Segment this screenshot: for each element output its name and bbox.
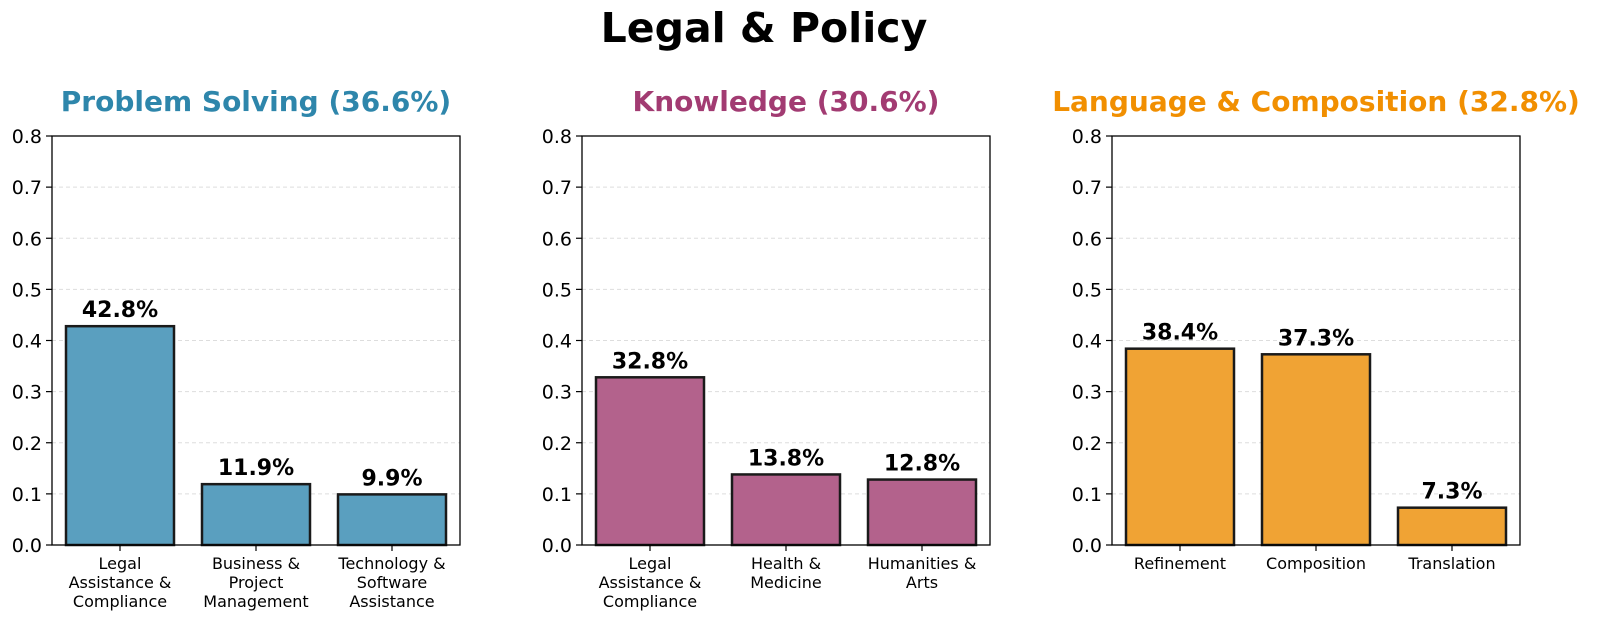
figure-title: Legal & Policy xyxy=(600,4,928,52)
y-tick-label: 0.0 xyxy=(1072,535,1102,557)
bar xyxy=(200,482,312,547)
bar-value-label: 13.8% xyxy=(748,446,824,471)
x-tick-label: Health & Medicine xyxy=(750,554,821,592)
y-tick-label: 0.5 xyxy=(542,279,572,301)
bar xyxy=(730,473,842,547)
axes-frame xyxy=(51,135,461,546)
bar xyxy=(1260,353,1372,547)
bar-value-label: 32.8% xyxy=(612,349,688,374)
panel-title: Language & Composition (32.8%) xyxy=(1052,85,1580,118)
bar-chart-knowledge: 0.0 0.1 0.2 0.3 0.4 0.5 0.6 0.7 0.8 32.8% Legal Ass… xyxy=(542,126,991,611)
x-tick-label: Legal Assistance & Compliance xyxy=(69,554,172,611)
y-tick-label: 0.1 xyxy=(1072,484,1102,506)
x-tick-label: Legal Assistance & Compliance xyxy=(599,554,702,611)
y-tick-label: 0.1 xyxy=(12,484,42,506)
y-tick-label: 0.4 xyxy=(542,331,572,353)
y-tick-label: 0.0 xyxy=(12,535,42,557)
x-tick-label: Refinement xyxy=(1134,554,1226,573)
y-tick-label: 0.8 xyxy=(542,126,572,148)
bar-value-label: 42.8% xyxy=(82,298,158,323)
bar-value-label: 9.9% xyxy=(361,466,422,491)
bar-value-label: 38.4% xyxy=(1142,321,1218,346)
bar-chart-problem-solving: 0.0 0.1 0.2 0.3 0.4 0.5 0.6 0.7 0.8 42.8% Legal Ass… xyxy=(12,126,461,611)
panel-title: Knowledge (30.6%) xyxy=(632,85,940,118)
x-tick-label: Translation xyxy=(1407,554,1495,573)
bar xyxy=(594,376,706,547)
y-tick-label: 0.4 xyxy=(1072,331,1102,353)
y-tick-label: 0.3 xyxy=(12,382,42,404)
y-tick-label: 0.3 xyxy=(1072,382,1102,404)
bar-value-label: 37.3% xyxy=(1278,326,1354,351)
bar-chart-language-composition: 0.0 0.1 0.2 0.3 0.4 0.5 0.6 0.7 0.8 38.4% Refineme… xyxy=(1072,126,1521,573)
panel-title: Problem Solving (36.6%) xyxy=(60,85,452,118)
y-tick-label: 0.7 xyxy=(1072,177,1102,199)
y-tick-label: 0.5 xyxy=(1072,279,1102,301)
y-tick-label: 0.6 xyxy=(1072,228,1102,250)
y-tick-label: 0.0 xyxy=(542,535,572,557)
bar-value-label: 7.3% xyxy=(1421,480,1482,505)
x-tick-label: Technology & Software Assistance xyxy=(337,554,445,611)
axes-frame xyxy=(1111,135,1521,546)
y-tick-label: 0.6 xyxy=(542,228,572,250)
y-tick-label: 0.1 xyxy=(542,484,572,506)
y-tick-label: 0.5 xyxy=(12,279,42,301)
bar xyxy=(1396,506,1508,547)
y-tick-label: 0.6 xyxy=(12,228,42,250)
y-tick-label: 0.4 xyxy=(12,331,42,353)
x-tick-label: Business & Project Management xyxy=(203,554,308,611)
bar xyxy=(1124,347,1236,547)
bar xyxy=(336,493,448,547)
y-tick-label: 0.7 xyxy=(542,177,572,199)
bar-value-label: 12.8% xyxy=(884,452,960,477)
axes-frame xyxy=(581,135,991,546)
x-tick-label: Composition xyxy=(1266,554,1366,573)
y-tick-label: 0.2 xyxy=(542,433,572,455)
y-tick-label: 0.8 xyxy=(1072,126,1102,148)
bar xyxy=(64,324,176,547)
y-tick-label: 0.2 xyxy=(12,433,42,455)
y-tick-label: 0.3 xyxy=(542,382,572,404)
bar-value-label: 11.9% xyxy=(218,456,294,481)
y-tick-label: 0.8 xyxy=(12,126,42,148)
y-tick-label: 0.7 xyxy=(12,177,42,199)
y-tick-label: 0.2 xyxy=(1072,433,1102,455)
x-tick-label: Humanities & Arts xyxy=(868,554,977,592)
bar xyxy=(866,478,978,547)
